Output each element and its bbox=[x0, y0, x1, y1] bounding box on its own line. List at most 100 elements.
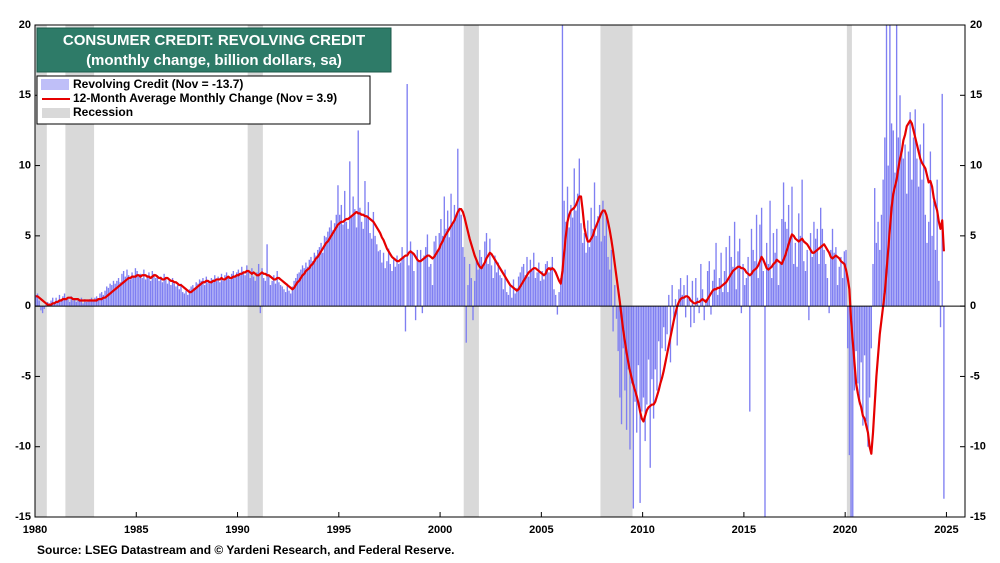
bar bbox=[615, 306, 618, 319]
bar bbox=[462, 247, 464, 307]
bar bbox=[641, 306, 643, 412]
bar bbox=[536, 272, 538, 307]
bar bbox=[799, 235, 802, 307]
bar bbox=[392, 259, 395, 307]
bar bbox=[463, 256, 466, 307]
line-layer bbox=[35, 119, 945, 455]
bar bbox=[679, 278, 682, 307]
bar bbox=[468, 263, 471, 307]
y-tick-label: -10 bbox=[15, 441, 31, 453]
bar bbox=[727, 292, 729, 307]
bar bbox=[183, 293, 186, 307]
bar bbox=[684, 306, 687, 318]
bar bbox=[271, 280, 273, 307]
bar bbox=[546, 261, 548, 307]
bar bbox=[122, 271, 125, 307]
y-tick-label: 20 bbox=[19, 19, 31, 31]
y-tick-label: 5 bbox=[25, 230, 31, 242]
bar bbox=[192, 285, 194, 307]
bar bbox=[855, 306, 857, 352]
y-tick-label: -5 bbox=[21, 370, 31, 382]
bar bbox=[571, 217, 574, 307]
bar bbox=[620, 306, 623, 425]
y2-tick-label: 20 bbox=[970, 19, 982, 31]
bar bbox=[919, 144, 921, 307]
bar bbox=[423, 255, 425, 307]
bar bbox=[808, 306, 810, 321]
bar bbox=[160, 276, 162, 307]
bar bbox=[882, 179, 884, 307]
bar bbox=[445, 228, 447, 307]
bar bbox=[885, 25, 888, 307]
bar bbox=[715, 242, 717, 307]
bar bbox=[796, 266, 798, 307]
bar bbox=[867, 306, 869, 447]
bar bbox=[57, 300, 59, 307]
bar bbox=[38, 300, 40, 307]
bar bbox=[384, 268, 386, 307]
bar bbox=[376, 244, 378, 307]
bar bbox=[938, 280, 940, 307]
bar bbox=[111, 285, 113, 307]
bar bbox=[335, 214, 337, 307]
bar bbox=[706, 271, 709, 307]
bar bbox=[418, 261, 420, 307]
bar bbox=[310, 256, 312, 307]
bar bbox=[836, 285, 839, 307]
bar bbox=[934, 249, 937, 307]
recession-band bbox=[35, 25, 47, 517]
bar bbox=[360, 221, 363, 307]
bar bbox=[396, 255, 398, 307]
bar bbox=[163, 273, 165, 307]
bar bbox=[533, 252, 535, 307]
bar bbox=[323, 235, 326, 307]
bar bbox=[762, 271, 764, 307]
bar bbox=[149, 280, 152, 307]
y2-tick-label: 10 bbox=[970, 159, 982, 171]
bar bbox=[674, 299, 677, 307]
bar bbox=[575, 210, 577, 307]
bar bbox=[603, 235, 606, 307]
bar bbox=[325, 237, 327, 307]
bar bbox=[607, 256, 609, 307]
bar bbox=[136, 271, 138, 307]
bar bbox=[914, 109, 916, 307]
bar bbox=[698, 306, 700, 314]
bar bbox=[333, 223, 336, 307]
bar bbox=[683, 285, 685, 307]
bar bbox=[408, 265, 410, 307]
bar bbox=[912, 137, 915, 307]
bar bbox=[818, 263, 820, 307]
bar bbox=[872, 263, 874, 307]
bar bbox=[200, 280, 202, 307]
bar bbox=[548, 272, 550, 307]
x-tick-label: 1995 bbox=[327, 524, 351, 536]
bar bbox=[403, 256, 405, 307]
bar bbox=[534, 278, 537, 307]
bar bbox=[447, 210, 449, 307]
bar bbox=[401, 247, 403, 307]
bar bbox=[843, 251, 845, 307]
bar bbox=[654, 306, 656, 370]
bar bbox=[787, 204, 790, 307]
bar bbox=[522, 263, 525, 307]
bar bbox=[190, 286, 192, 307]
bar bbox=[860, 306, 862, 363]
bar bbox=[155, 278, 157, 307]
bar bbox=[490, 265, 493, 307]
bar bbox=[701, 289, 704, 307]
bar bbox=[825, 263, 827, 307]
bar bbox=[311, 261, 314, 307]
bar bbox=[416, 249, 418, 307]
bar bbox=[750, 228, 753, 307]
bar bbox=[776, 228, 778, 307]
bar bbox=[185, 290, 187, 307]
x-tick-label: 1980 bbox=[23, 524, 47, 536]
bar bbox=[354, 209, 356, 307]
bar bbox=[485, 233, 488, 307]
bar bbox=[637, 306, 640, 366]
bar bbox=[203, 285, 206, 307]
bar bbox=[497, 262, 499, 307]
bar bbox=[386, 261, 388, 307]
